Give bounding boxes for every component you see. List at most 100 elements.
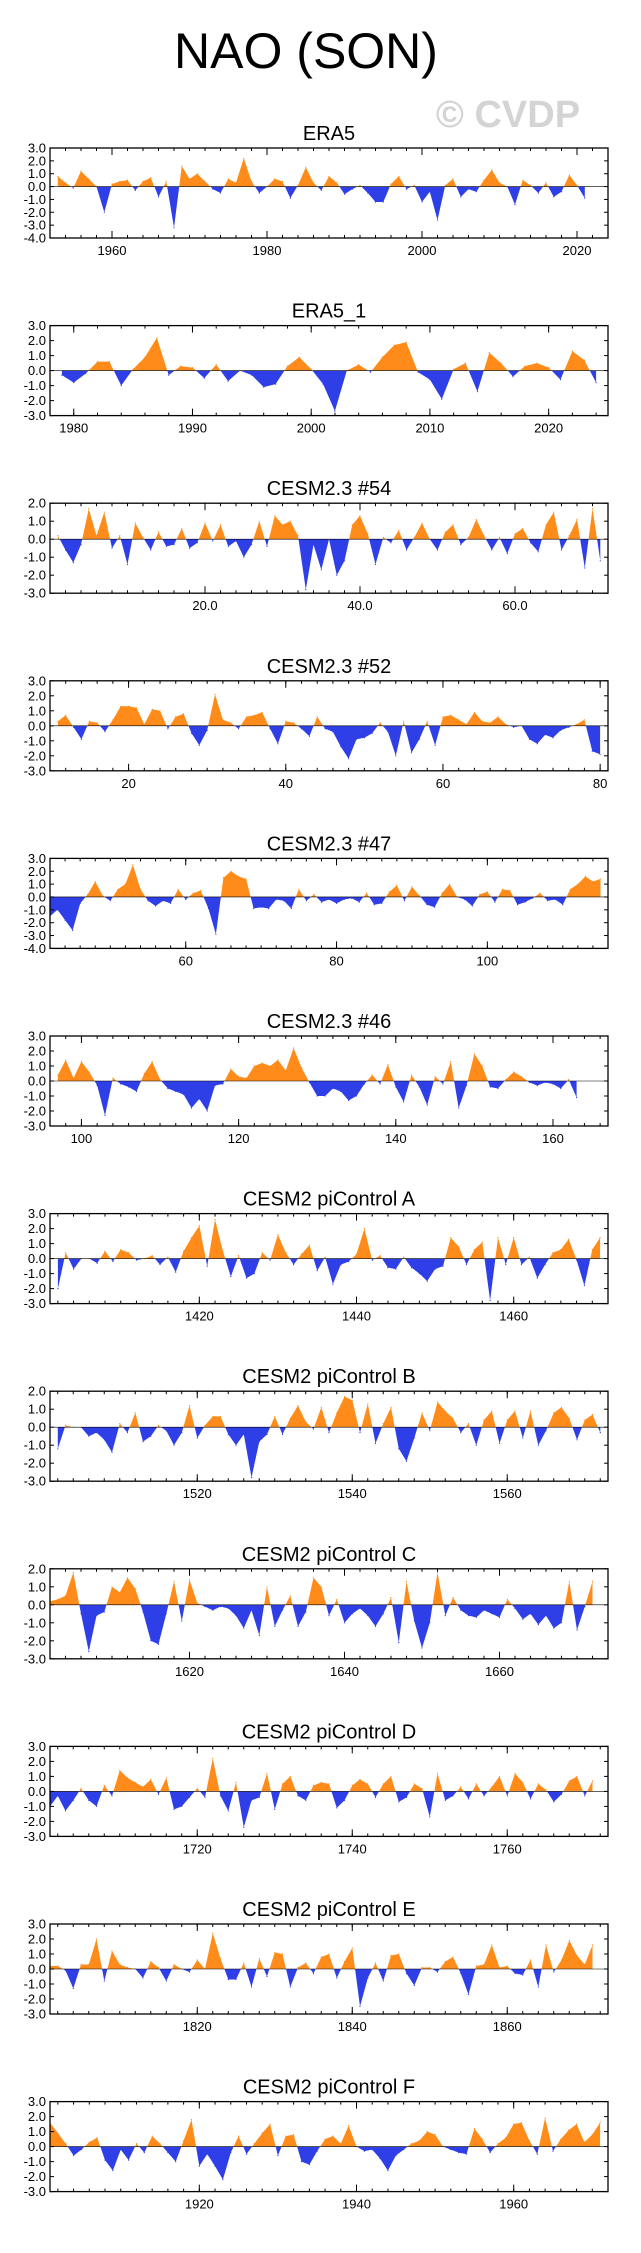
data-point-32 [297,1795,299,1797]
data-point-58 [513,1237,515,1239]
data-point-24 [238,2135,240,2137]
data-point-28 [274,178,276,180]
data-point-1 [57,2132,59,2134]
data-point-9 [128,1252,130,1254]
data-point-58 [513,1071,515,1073]
data-point-22 [227,545,229,548]
data-point-6 [103,511,105,513]
data-point-54 [475,1444,477,1446]
data-point-56 [491,549,493,551]
data-point-11 [191,367,194,369]
data-point-35 [332,1283,334,1285]
data-point-9 [126,179,129,181]
data-point-69 [591,1414,594,1416]
data-point-36 [340,746,342,748]
data-point-23 [235,1444,237,1446]
data-point-70 [591,1944,594,1946]
data-point-50 [450,1237,452,1239]
data-point-38 [343,1960,346,1963]
panel-title: CESM2 piControl F [243,2077,415,2099]
data-point-14 [167,728,169,730]
data-point-28 [266,1586,268,1588]
data-point-15 [165,1777,167,1779]
x-tick-label: 2010 [415,421,444,436]
data-point-52 [452,1597,454,1599]
data-point-23 [227,1607,229,1609]
series-areas [57,157,586,229]
data-point-49 [442,716,444,718]
data-point-14 [155,905,157,907]
x-tick-label: 80 [329,953,343,968]
data-point-28 [277,1234,279,1236]
data-point-57 [497,2143,499,2145]
data-point-7 [102,895,104,897]
x-tick-label: 1820 [183,2019,212,2034]
data-point-62 [544,1264,546,1266]
data-point-43 [571,350,574,352]
y-tick-label: 3.0 [28,673,46,688]
negative-anomaly-area [50,1969,593,2007]
data-point-26 [250,1986,253,1988]
data-point-17 [190,1237,193,1239]
positive-anomaly-area [50,1758,593,1792]
data-point-33 [308,2164,310,2166]
x-tick-label: 1960 [98,243,127,258]
panel-title: CESM2 piControl A [243,1189,416,1211]
y-tick-label: 1.0 [28,877,46,892]
y-tick-label: 1.0 [28,1769,46,1784]
cvdp-watermark: © CVDP [436,94,580,136]
y-tick-label: 3.0 [28,1739,46,1754]
data-point-33 [453,368,455,370]
data-point-34 [324,1256,326,1258]
negative-anomaly-area [57,1427,601,1478]
data-point-57 [498,182,501,184]
data-point-1 [64,182,67,184]
x-tick-label: 2000 [408,243,437,258]
data-point-34 [320,1406,322,1408]
data-point-10 [134,522,136,524]
data-point-62 [529,1798,532,1800]
data-point-62 [529,1959,532,1961]
data-point-6 [103,1439,105,1441]
data-point-34 [320,189,322,191]
data-point-69 [599,753,601,755]
data-point-37 [336,1598,338,1600]
data-point-62 [544,1081,546,1084]
data-point-69 [591,2134,593,2136]
data-point-68 [576,1775,578,1777]
data-point-37 [340,2143,342,2145]
plot-frame [49,324,609,417]
data-point-13 [159,710,161,712]
data-point-49 [418,895,421,897]
data-point-10 [134,189,136,191]
data-point-12 [142,1611,144,1613]
data-point-68 [583,2141,586,2143]
data-point-23 [235,540,237,542]
data-point-48 [421,1787,423,1789]
data-point-16 [183,713,185,715]
y-tick-label: 3.0 [28,1029,46,1044]
data-point-66 [547,900,549,902]
data-point-2 [72,562,74,564]
x-tick-label: 2020 [563,243,592,258]
data-point-13 [150,1778,152,1780]
data-point-50 [450,714,452,716]
data-point-44 [403,1256,405,1258]
data-point-11 [134,1781,136,1783]
data-point-66 [568,535,570,537]
data-point-15 [165,1613,167,1615]
data-point-50 [444,1410,446,1412]
data-point-58 [498,1775,501,1777]
negative-anomaly-area [50,1791,588,1828]
data-point-35 [320,1586,322,1588]
data-point-26 [253,2143,255,2145]
data-point-8 [156,337,158,339]
data-point-60 [522,527,524,530]
y-tick-label: -3.0 [24,1474,46,1489]
data-point-0 [57,1074,59,1076]
data-point-23 [334,410,336,412]
data-point-23 [227,1810,229,1812]
y-tick-label: 0.0 [28,2139,46,2154]
data-point-44 [381,902,383,905]
data-point-54 [475,518,477,521]
